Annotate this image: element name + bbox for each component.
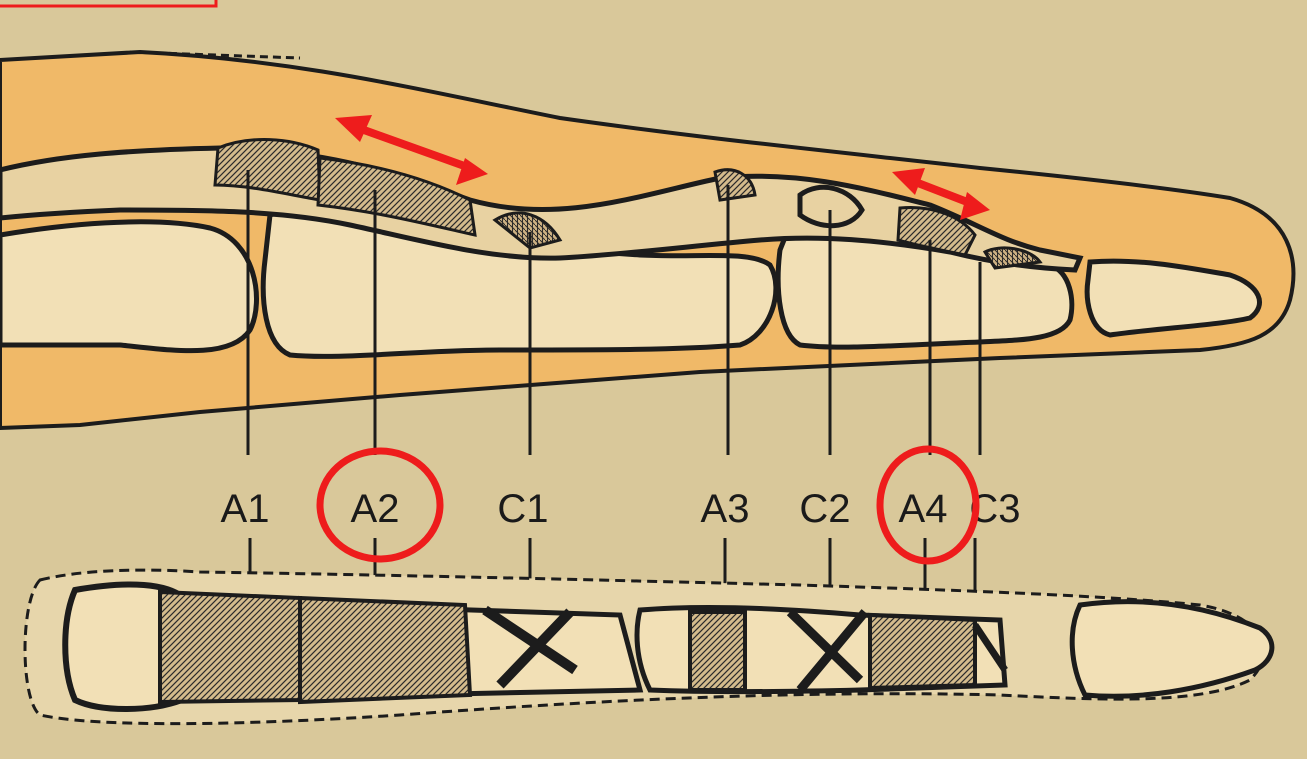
metacarpal-head bbox=[0, 219, 259, 354]
palmar-view bbox=[23, 568, 1275, 726]
a4-pulley-palmar bbox=[868, 612, 977, 691]
distal-phalanx bbox=[1084, 258, 1262, 338]
a3-pulley-palmar bbox=[688, 610, 747, 692]
palmar-metacarpal bbox=[62, 581, 186, 712]
c2-pulley-lateral bbox=[797, 184, 865, 229]
label-c2: C2 bbox=[799, 487, 850, 531]
label-a2: A2 bbox=[351, 487, 400, 531]
c1-pulley-palmar bbox=[482, 605, 578, 689]
label-a1: A1 bbox=[221, 487, 270, 531]
highlight-circle-a2 bbox=[316, 447, 444, 563]
tension-arrow-a4 bbox=[892, 168, 990, 220]
lateral-view bbox=[0, 49, 1296, 431]
leader-lines bbox=[246, 170, 982, 640]
c2-pulley-palmar bbox=[786, 608, 869, 693]
label-a4: A4 bbox=[899, 487, 948, 531]
highlight-circle-a4 bbox=[876, 445, 980, 565]
a2-pulley-palmar bbox=[298, 595, 473, 705]
a1-pulley-palmar bbox=[158, 589, 302, 705]
label-c1: C1 bbox=[497, 487, 548, 531]
c1-pulley-lateral bbox=[492, 211, 563, 250]
c3-pulley-palmar bbox=[972, 623, 1008, 672]
a3-pulley-lateral bbox=[713, 168, 757, 202]
red-frame-corner bbox=[0, 0, 218, 8]
label-a3: A3 bbox=[701, 487, 750, 531]
palmar-distal-phalanx bbox=[1069, 599, 1275, 699]
a2-pulley-lateral bbox=[316, 156, 477, 237]
c3-pulley-lateral bbox=[982, 246, 1043, 270]
a4-pulley-lateral bbox=[896, 205, 977, 257]
tension-arrow-a2 bbox=[335, 115, 488, 185]
